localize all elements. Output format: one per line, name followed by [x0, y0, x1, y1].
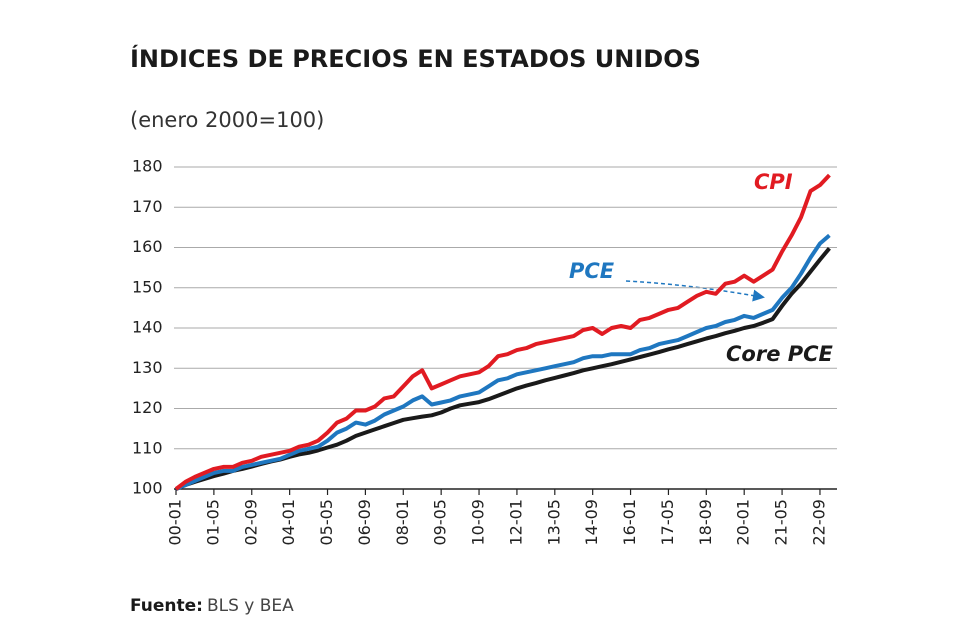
- y-tick-label: 100: [132, 479, 163, 498]
- y-tick-label: 140: [132, 318, 163, 337]
- x-tick-label: 12-01: [506, 499, 525, 546]
- x-tick-label: 17-05: [658, 499, 677, 546]
- source-text: BLS y BEA: [207, 596, 294, 616]
- x-tick-label: 06-09: [355, 499, 374, 546]
- y-tick-label: 180: [132, 157, 163, 176]
- x-tick-label: 22-09: [809, 499, 828, 546]
- x-tick-label: 04-01: [279, 499, 298, 546]
- x-tick-label: 18-09: [696, 499, 715, 546]
- x-tick-label: 16-01: [620, 499, 639, 546]
- chart-subtitle: (enero 2000=100): [130, 108, 324, 132]
- x-tick-label: 21-05: [772, 499, 791, 546]
- x-tick-label: 08-01: [393, 499, 412, 546]
- x-tick-label: 20-01: [734, 499, 753, 546]
- x-tick-label: 13-05: [544, 499, 563, 546]
- x-tick-label: 14-09: [582, 499, 601, 546]
- series-label: CPI: [754, 170, 793, 194]
- x-tick-label: 09-05: [431, 499, 450, 546]
- x-tick-label: 02-09: [241, 499, 260, 546]
- y-tick-label: 150: [132, 277, 163, 296]
- x-tick-label: 10-09: [469, 499, 488, 546]
- line: [175, 233, 831, 491]
- source-label: Fuente:: [130, 596, 203, 616]
- series-label: Core PCE: [726, 342, 834, 366]
- y-tick-label: 130: [132, 358, 163, 377]
- chart-title: ÍNDICES DE PRECIOS EN ESTADOS UNIDOS: [130, 44, 701, 73]
- x-tick-label: 00-01: [166, 499, 185, 546]
- y-tick-label: 110: [132, 438, 163, 457]
- x-tick-label: 01-05: [203, 499, 222, 546]
- y-tick-label: 120: [132, 398, 163, 417]
- y-tick-label: 170: [132, 197, 163, 216]
- y-tick-label: 160: [132, 237, 163, 256]
- x-tick-label: 05-05: [317, 499, 336, 546]
- source: Fuente: BLS y BEA: [130, 596, 294, 616]
- line: [174, 173, 831, 491]
- series-label: PCE: [569, 259, 615, 283]
